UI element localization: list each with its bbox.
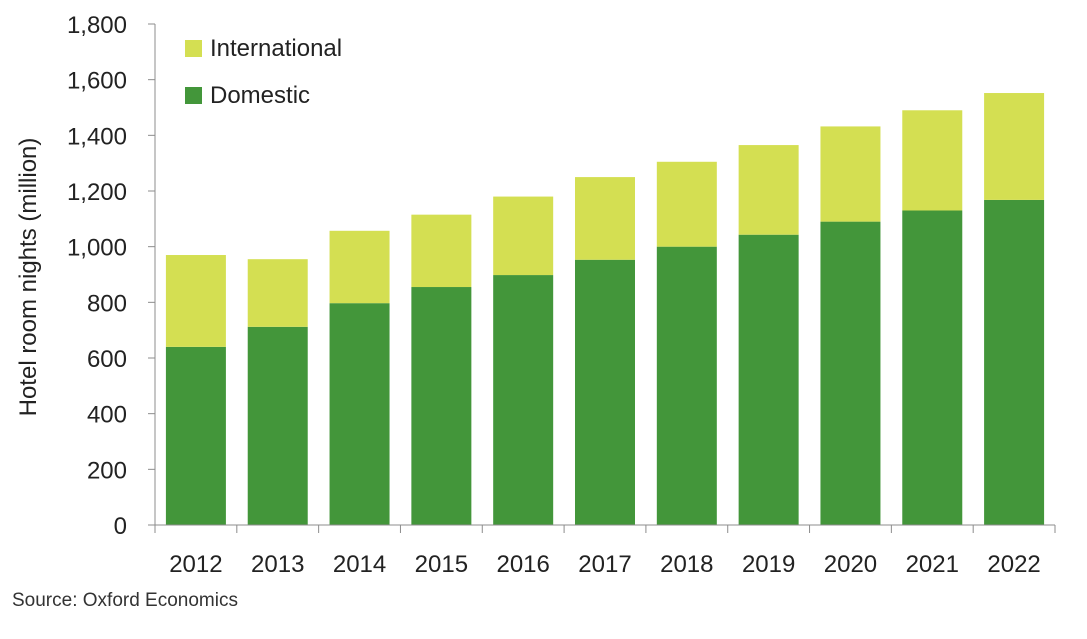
bar-international-2014 bbox=[329, 230, 390, 304]
y-tick-label: 1,000 bbox=[67, 235, 127, 262]
bar-domestic-2016 bbox=[493, 275, 554, 525]
bar-international-2022 bbox=[984, 93, 1045, 200]
bar-domestic-2018 bbox=[656, 246, 717, 525]
bar-international-2016 bbox=[493, 196, 554, 276]
x-tick-label: 2022 bbox=[987, 551, 1040, 578]
bar-domestic-2022 bbox=[984, 199, 1045, 525]
y-tick-label: 400 bbox=[87, 402, 127, 429]
y-tick-label: 0 bbox=[114, 513, 127, 540]
bar-domestic-2017 bbox=[575, 259, 635, 525]
y-tick-label: 1,400 bbox=[67, 123, 127, 150]
bars-layer bbox=[165, 93, 1045, 525]
x-tick-label: 2012 bbox=[169, 551, 222, 578]
bar-domestic-2013 bbox=[247, 326, 308, 525]
bar-international-2018 bbox=[656, 161, 717, 247]
legend-label-international: International bbox=[210, 35, 342, 62]
source-note: Source: Oxford Economics bbox=[12, 590, 238, 611]
legend: International Domestic bbox=[185, 35, 342, 109]
bar-international-2017 bbox=[575, 177, 635, 260]
bar-domestic-2015 bbox=[411, 287, 472, 525]
legend-swatch-domestic bbox=[185, 87, 202, 104]
bar-domestic-2020 bbox=[820, 221, 881, 525]
x-tick-label: 2021 bbox=[906, 551, 959, 578]
y-tick-label: 800 bbox=[87, 290, 127, 317]
x-axis-labels: 2012 2013 2014 2015 2016 2017 2018 2019 2020 2021… bbox=[169, 551, 1041, 578]
y-tick-label: 1,200 bbox=[67, 179, 127, 206]
bar-international-2013 bbox=[247, 259, 308, 327]
x-tick-label: 2013 bbox=[251, 551, 304, 578]
bar-domestic-2019 bbox=[738, 234, 799, 525]
x-tick-label: 2020 bbox=[824, 551, 877, 578]
y-axis-title-group: Hotel room nights (million) bbox=[15, 138, 42, 417]
legend-swatch-international bbox=[185, 40, 202, 57]
x-tick-label: 2017 bbox=[578, 551, 631, 578]
axes-layer bbox=[154, 24, 1056, 533]
y-axis-title: Hotel room nights (million) bbox=[15, 138, 42, 417]
legend-label-domestic: Domestic bbox=[210, 82, 310, 109]
bar-international-2021 bbox=[902, 110, 963, 211]
y-tick-label: 1,800 bbox=[67, 12, 127, 39]
bar-domestic-2021 bbox=[902, 210, 963, 525]
y-tick-label: 200 bbox=[87, 457, 127, 484]
y-axis-ticks: 0 200 400 600 800 1,000 1,200 1,400 1,600 1,800 bbox=[67, 12, 155, 540]
bar-international-2012 bbox=[165, 255, 226, 347]
y-tick-label: 600 bbox=[87, 346, 127, 373]
x-tick-label: 2014 bbox=[333, 551, 386, 578]
bar-international-2019 bbox=[738, 145, 799, 235]
bar-international-2020 bbox=[820, 126, 881, 222]
bar-domestic-2014 bbox=[329, 303, 390, 525]
x-tick-label: 2018 bbox=[660, 551, 713, 578]
bar-international-2015 bbox=[411, 214, 472, 288]
bar-domestic-2012 bbox=[165, 346, 226, 525]
x-tick-label: 2019 bbox=[742, 551, 795, 578]
x-tick-label: 2015 bbox=[415, 551, 468, 578]
x-tick-label: 2016 bbox=[496, 551, 549, 578]
y-tick-label: 1,600 bbox=[67, 68, 127, 95]
